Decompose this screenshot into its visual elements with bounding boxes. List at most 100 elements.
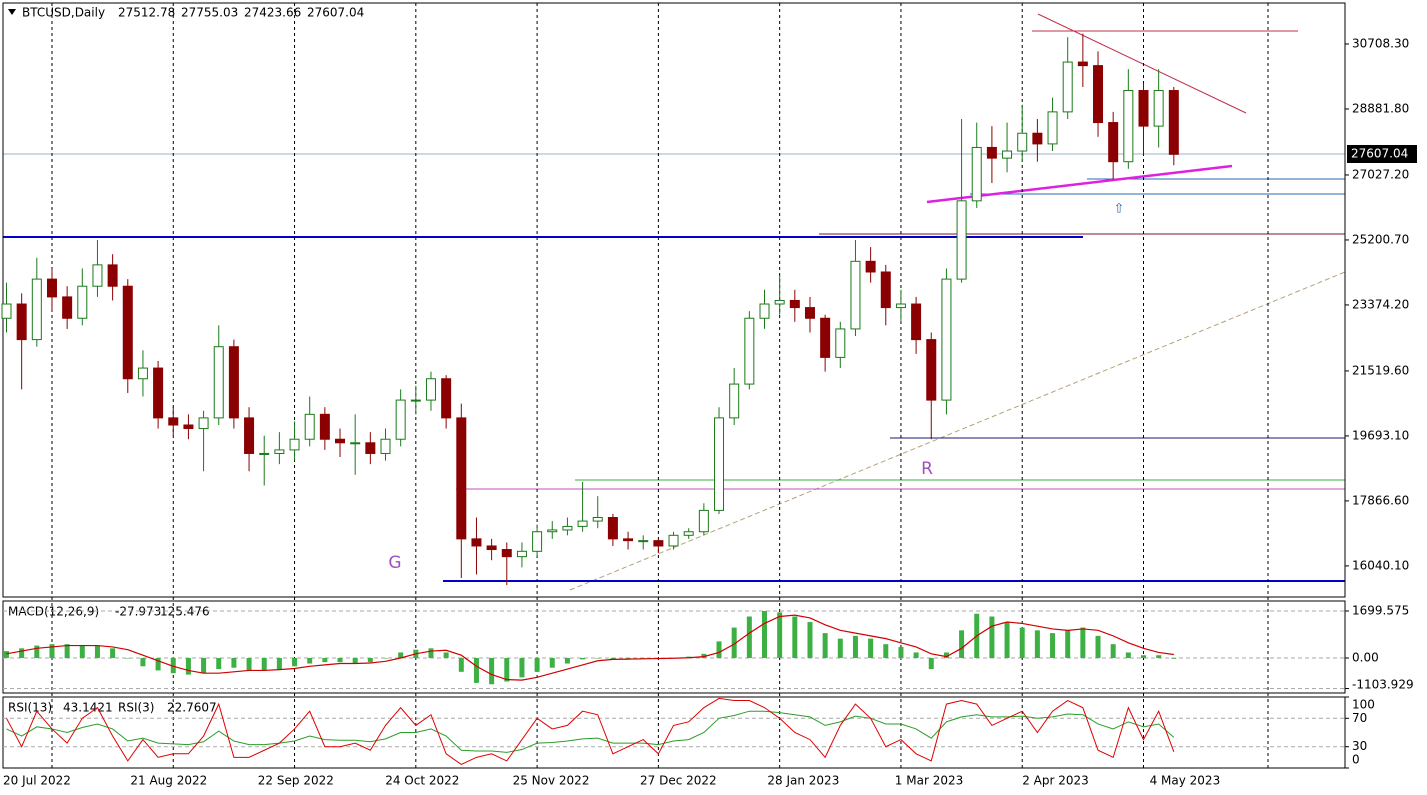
histogram-bar [367,657,373,663]
rsi-value: 43.1421 [63,701,113,715]
arrow-icon: ⇧ [1114,202,1125,217]
y-tick-label: 70 [1352,711,1367,725]
x-tick-label: 28 Jan 2023 [767,774,839,788]
y-tick-label: 23374.20 [1352,297,1409,311]
candle-body [259,452,270,455]
candle-body [122,285,133,380]
candle-body [410,399,421,402]
candle-body [1047,111,1058,145]
histogram-bar [49,644,55,658]
candle-body [592,517,603,522]
annotation: G [388,553,401,573]
x-tick-label: 25 Nov 2022 [513,774,590,788]
histogram-bar [1110,644,1116,658]
histogram-bar [762,610,767,658]
candle-body [319,413,330,440]
histogram-bar [519,657,525,678]
candle-body [714,417,725,511]
y-tick-label: 100 [1352,698,1375,712]
histogram-bar [595,657,601,659]
x-tick-label: 27 Dec 2022 [640,774,717,788]
candle-body [471,538,482,547]
price-marker [1347,145,1417,163]
trend-line [1037,13,1247,114]
candle-body [547,529,558,533]
histogram-bar [19,648,25,658]
histogram-bar [428,648,434,658]
rsi-title: RSI(3) [118,701,155,715]
histogram-bar [1004,622,1010,658]
candle-body [638,540,649,543]
macd-title: MACD(12,26,9) [8,605,99,619]
histogram-bar [898,646,904,658]
histogram-bar [564,657,570,664]
candle-body [46,278,57,298]
candle-body [183,424,194,430]
histogram-bar [913,652,919,658]
histogram-bar [125,657,131,659]
rsi-title: RSI(13) [8,701,52,715]
x-tick-label: 24 Oct 2022 [385,774,459,788]
histogram-bar [883,644,889,658]
signal-value: 125.476 [160,605,210,619]
rsi-line [6,710,1175,753]
histogram-bar [1080,627,1086,658]
candle-body [274,449,285,454]
y-tick-label: 25200.70 [1352,232,1409,246]
histogram-bar [307,657,313,664]
histogram-bar [1141,655,1146,658]
signal-line [6,614,1174,681]
histogram-bar [201,657,207,674]
x-tick-label: 4 May 2023 [1150,774,1221,788]
candle-body [1153,90,1164,127]
histogram-bar [34,645,40,658]
candle-body [456,417,467,540]
candle-body [168,417,179,426]
histogram-bar [276,657,282,670]
candle-body [850,260,861,330]
macd-value: -27.973 [115,605,161,619]
y-tick-label: 0.00 [1352,650,1379,664]
histogram-bar [731,627,737,658]
y-tick-label: 27027.20 [1352,167,1409,181]
rsi-line [6,697,1175,766]
histogram-bar [398,652,404,658]
histogram-bar [155,657,161,671]
histogram-bar [1156,655,1162,658]
histogram-bar [79,645,85,658]
price-panel [2,2,1346,598]
candle-body [607,517,618,540]
histogram-bar [458,657,464,672]
candle-body [895,303,906,309]
candle-body [926,339,937,401]
candle-body [532,531,543,552]
histogram-bar [170,657,176,674]
candle-body [971,146,982,202]
y-tick-label: 1699.575 [1352,603,1409,617]
symbol-title: BTCUSD,Daily [22,6,105,20]
histogram-bar [1065,630,1071,658]
candle-body [395,399,406,440]
drawings: ⇧ [3,3,1346,768]
histogram-bar [701,653,707,658]
y-tick-label: 30708.30 [1352,36,1409,50]
histogram-bar [473,657,479,683]
candle-body [911,303,922,341]
candle-body [1108,122,1119,163]
candle-body [759,303,770,319]
current-price: 27607.04 [1351,147,1408,161]
histogram-bar [1095,635,1101,658]
candle-body [668,534,679,547]
histogram-bar [837,638,843,658]
histogram-bar [822,633,828,658]
histogram-bar [1171,657,1177,659]
candle-body [789,299,800,309]
trend-line [569,271,1346,591]
candle-body [1062,61,1073,113]
candle-body [774,299,785,305]
candle-body [698,509,709,533]
histogram-bar [868,638,874,658]
histogram-bar [1050,633,1056,658]
menu-icon[interactable] [8,9,16,15]
